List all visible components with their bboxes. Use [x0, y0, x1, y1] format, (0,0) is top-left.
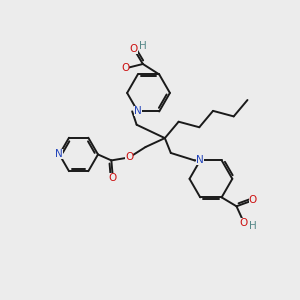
Text: O: O — [249, 195, 257, 205]
Text: N: N — [134, 106, 142, 116]
Text: H: H — [139, 40, 147, 51]
Text: O: O — [240, 218, 248, 228]
Text: N: N — [56, 149, 63, 160]
Text: O: O — [125, 152, 133, 162]
Text: O: O — [121, 64, 129, 74]
Text: N: N — [196, 155, 204, 165]
Text: H: H — [249, 221, 257, 231]
Text: O: O — [130, 44, 138, 54]
Text: O: O — [109, 172, 117, 183]
